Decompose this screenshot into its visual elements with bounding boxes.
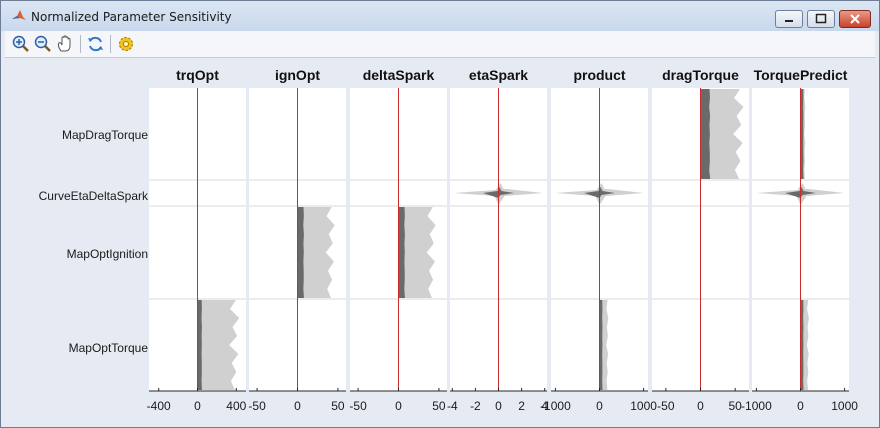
- tick-label: 50: [728, 399, 742, 413]
- sensitivity-figure: MapDragTorque CurveEtaDeltaSpark MapOptIgn…: [5, 58, 875, 423]
- gear-icon: [119, 37, 133, 51]
- tick-label: -1000: [540, 399, 571, 413]
- toolbar-separator: [80, 35, 81, 53]
- tick-label: -4: [447, 399, 458, 413]
- tick-label: 4: [541, 399, 548, 413]
- row-label: CurveEtaDeltaSpark: [39, 189, 149, 203]
- window-title: Normalized Parameter Sensitivity: [31, 10, 232, 24]
- sensitivity-band-core: [297, 207, 304, 298]
- tick-label: -2: [470, 399, 481, 413]
- maximize-icon: [815, 13, 827, 24]
- tick-label: 0: [194, 399, 201, 413]
- sensitivity-band: [197, 300, 240, 390]
- row-label: MapDragTorque: [62, 128, 148, 142]
- tick-label: 0: [395, 399, 402, 413]
- maximize-button[interactable]: [807, 10, 835, 28]
- tick-label: -400: [147, 399, 171, 413]
- matlab-logo-icon: [12, 10, 26, 20]
- column-title: etaSpark: [469, 67, 528, 83]
- sensitivity-band-core: [700, 89, 711, 179]
- column-title: product: [573, 67, 625, 83]
- tick-label: 50: [331, 399, 345, 413]
- settings-button[interactable]: [116, 34, 136, 54]
- close-icon: [850, 14, 860, 24]
- column-title: dragTorque: [662, 67, 739, 83]
- sensitivity-band-core: [800, 89, 804, 179]
- tick-label: 0: [495, 399, 502, 413]
- column-title: deltaSpark: [363, 67, 435, 83]
- tick-label: 1000: [630, 399, 657, 413]
- figure-toolbar: [5, 31, 875, 58]
- zoom-out-button[interactable]: [33, 34, 53, 54]
- tick-label: 50: [432, 399, 446, 413]
- zoom-in-icon: [12, 35, 29, 52]
- tick-label: -50: [657, 399, 675, 413]
- minimize-icon: [785, 20, 793, 22]
- sensitivity-band: [700, 89, 744, 179]
- sensitivity-band-core: [398, 207, 405, 298]
- tick-label: 0: [294, 399, 301, 413]
- tick-label: 0: [697, 399, 704, 413]
- zoom-out-icon: [34, 35, 51, 52]
- row-label: MapOptTorque: [69, 341, 149, 355]
- tick-label: -50: [248, 399, 266, 413]
- title-bar: Normalized Parameter Sensitivity: [1, 1, 879, 31]
- zoom-in-button[interactable]: [11, 34, 31, 54]
- tick-label: 0: [797, 399, 804, 413]
- close-button[interactable]: [839, 10, 871, 28]
- sensitivity-band-core: [197, 300, 202, 390]
- refresh-icon: [88, 36, 103, 52]
- toolbar-separator: [110, 35, 111, 53]
- tick-label: -1000: [741, 399, 772, 413]
- row-label: MapOptIgnition: [67, 247, 148, 261]
- pan-button[interactable]: [55, 34, 75, 54]
- refresh-button[interactable]: [86, 34, 106, 54]
- sensitivity-band-core: [800, 300, 804, 390]
- tick-label: -50: [349, 399, 367, 413]
- sensitivity-chart: MapDragTorque CurveEtaDeltaSpark MapOptIgn…: [39, 67, 859, 413]
- tick-label: 400: [226, 399, 246, 413]
- tick-label: 2: [518, 399, 525, 413]
- pan-hand-icon: [57, 35, 71, 52]
- sensitivity-band-core: [599, 300, 603, 390]
- column-title: TorquePredict: [754, 67, 848, 83]
- sensitivity-band: [297, 207, 335, 298]
- column-title: trqOpt: [176, 67, 219, 83]
- column-title: ignOpt: [275, 67, 320, 83]
- tick-label: 1000: [831, 399, 858, 413]
- tick-label: 0: [596, 399, 603, 413]
- minimize-button[interactable]: [775, 10, 803, 28]
- sensitivity-band: [398, 207, 436, 298]
